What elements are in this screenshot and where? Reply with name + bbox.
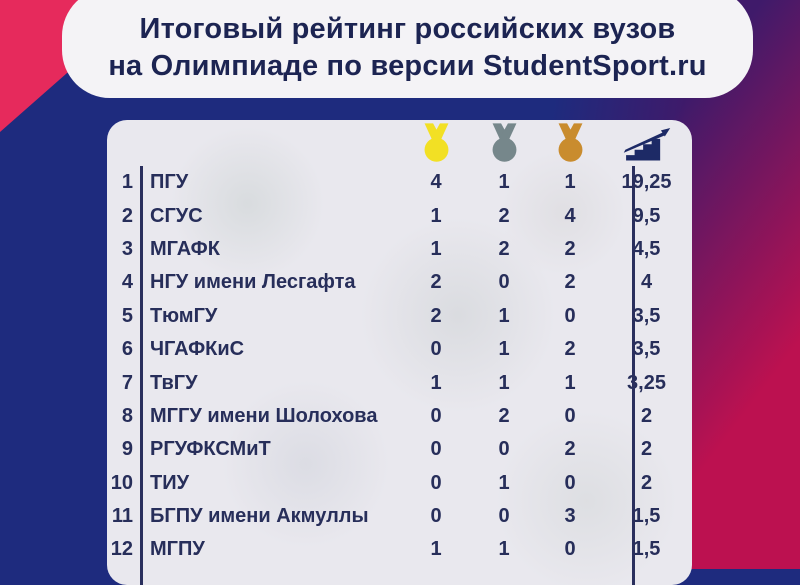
- rank-cell: 5: [121, 304, 133, 327]
- rank-cell: 10: [110, 471, 133, 494]
- silver-count-cell: 1: [498, 371, 510, 394]
- rank-cell: 6: [121, 338, 133, 361]
- gold-count-cell: 2: [430, 304, 442, 327]
- university-cell: ТИУ: [150, 471, 190, 494]
- university-cell: МГГУ имени Шолохова: [150, 404, 378, 427]
- title-banner: Итоговый рейтинг российских вузов на Оли…: [62, 0, 753, 98]
- table-header: [107, 120, 692, 166]
- points-cell: 2: [640, 471, 653, 494]
- silver-count-cell: 1: [498, 171, 510, 194]
- points-cell: 19,25: [621, 171, 672, 194]
- silver-medal-icon: [490, 122, 519, 166]
- title-line-2: на Олимпиаде по версии StudentSport.ru: [108, 50, 707, 82]
- rank-cell: 11: [111, 505, 133, 528]
- points-cell: 2: [640, 404, 653, 427]
- table-row: 2 СГУС 1 2 4 9,5: [107, 199, 692, 232]
- gold-count-cell: 2: [430, 271, 442, 294]
- gold-count-cell: 0: [430, 438, 442, 461]
- points-cell: 1,5: [632, 505, 661, 528]
- gold-medal-icon: [422, 122, 451, 166]
- university-cell: МГАФК: [150, 237, 220, 260]
- table-row: 6 ЧГАФКиС 0 1 2 3,5: [107, 333, 692, 366]
- points-cell: 3,25: [627, 371, 666, 394]
- bronze-count-cell: 0: [564, 471, 576, 494]
- silver-count-cell: 1: [498, 471, 510, 494]
- bronze-medal-icon: [556, 122, 585, 166]
- title-line-1: Итоговый рейтинг российских вузов: [139, 13, 676, 45]
- gold-count-cell: 1: [430, 371, 442, 394]
- gold-count-cell: 1: [430, 204, 442, 227]
- gold-count-cell: 4: [430, 171, 442, 194]
- university-cell: РГУФКСМиТ: [150, 438, 271, 461]
- table-body: 1 ПГУ 4 1 1 19,25 2 СГУС 1 2 4 9,5 3 МГА…: [107, 166, 692, 567]
- table-row: 4 НГУ имени Лесгафта 2 0 2 4: [107, 266, 692, 299]
- bronze-count-cell: 1: [564, 371, 576, 394]
- silver-count-cell: 2: [498, 237, 510, 260]
- rating-table-card: 1 ПГУ 4 1 1 19,25 2 СГУС 1 2 4 9,5 3 МГА…: [107, 120, 692, 585]
- rank-cell: 4: [121, 271, 133, 294]
- points-cell: 4,5: [632, 237, 661, 260]
- bronze-count-cell: 0: [564, 404, 576, 427]
- table-row: 8 МГГУ имени Шолохова 0 2 0 2: [107, 400, 692, 433]
- gold-count-cell: 0: [430, 338, 442, 361]
- table-row: 7 ТвГУ 1 1 1 3,25: [107, 366, 692, 399]
- points-cell: 3,5: [632, 338, 661, 361]
- rank-cell: 12: [110, 538, 133, 561]
- silver-count-cell: 1: [498, 304, 510, 327]
- silver-count-cell: 2: [498, 404, 510, 427]
- bronze-count-cell: 4: [564, 204, 576, 227]
- university-cell: БГПУ имени Акмуллы: [150, 505, 369, 528]
- score-trend-icon: [623, 125, 671, 166]
- university-cell: ЧГАФКиС: [150, 338, 245, 361]
- gold-count-cell: 1: [430, 538, 442, 561]
- silver-count-cell: 0: [498, 438, 510, 461]
- points-cell: 1,5: [632, 538, 661, 561]
- university-cell: ТюмГУ: [150, 304, 218, 327]
- bronze-count-cell: 1: [564, 171, 576, 194]
- table-row: 11 БГПУ имени Акмуллы 0 0 3 1,5: [107, 500, 692, 533]
- points-cell: 3,5: [632, 304, 661, 327]
- bronze-count-cell: 0: [564, 304, 576, 327]
- points-column-separator: [632, 166, 635, 585]
- rank-cell: 3: [121, 237, 133, 260]
- bronze-count-cell: 2: [564, 338, 576, 361]
- bronze-count-cell: 3: [564, 505, 576, 528]
- rank-cell: 2: [121, 204, 133, 227]
- table-row: 1 ПГУ 4 1 1 19,25: [107, 166, 692, 199]
- silver-count-cell: 0: [498, 271, 510, 294]
- rank-cell: 9: [121, 438, 133, 461]
- table-row: 5 ТюмГУ 2 1 0 3,5: [107, 300, 692, 333]
- bronze-count-cell: 2: [564, 438, 576, 461]
- silver-count-cell: 2: [498, 204, 510, 227]
- bronze-count-cell: 2: [564, 237, 576, 260]
- bronze-count-cell: 2: [564, 271, 576, 294]
- silver-count-cell: 1: [498, 338, 510, 361]
- silver-count-cell: 1: [498, 538, 510, 561]
- rank-column-separator: [140, 166, 143, 585]
- gold-count-cell: 0: [430, 404, 442, 427]
- rank-cell: 8: [121, 404, 133, 427]
- rank-cell: 7: [121, 371, 133, 394]
- rank-cell: 1: [121, 171, 133, 194]
- table-row: 3 МГАФК 1 2 2 4,5: [107, 233, 692, 266]
- university-cell: ТвГУ: [150, 371, 198, 394]
- gold-count-cell: 0: [430, 471, 442, 494]
- points-cell: 2: [640, 438, 653, 461]
- table-row: 12 МГПУ 1 1 0 1,5: [107, 533, 692, 566]
- gold-count-cell: 1: [430, 237, 442, 260]
- university-cell: НГУ имени Лесгафта: [150, 271, 356, 294]
- points-cell: 9,5: [632, 204, 661, 227]
- points-cell: 4: [640, 271, 653, 294]
- table-row: 10 ТИУ 0 1 0 2: [107, 467, 692, 500]
- table-row: 9 РГУФКСМиТ 0 0 2 2: [107, 433, 692, 466]
- silver-count-cell: 0: [498, 505, 510, 528]
- university-cell: МГПУ: [150, 538, 205, 561]
- gold-count-cell: 0: [430, 505, 442, 528]
- university-cell: ПГУ: [150, 171, 189, 194]
- bronze-count-cell: 0: [564, 538, 576, 561]
- university-cell: СГУС: [150, 204, 203, 227]
